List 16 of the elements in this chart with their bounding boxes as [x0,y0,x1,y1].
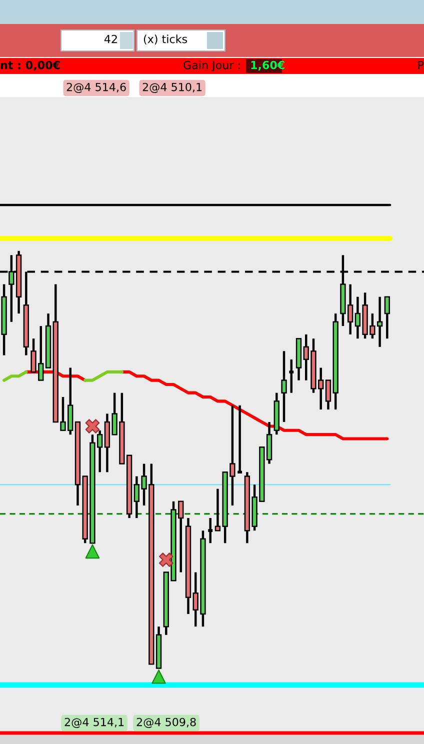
text: Gain Jour : [184,60,240,72]
point [152,670,166,684]
text: 2@4 514,1 [64,718,124,728]
text: 2@4 514,6 [66,82,126,93]
point [85,544,100,559]
text: 2@4 509,8 [136,718,196,728]
text: 42 [104,34,117,44]
text: P [418,60,424,70]
text: nt : 0,00€ [0,60,60,71]
point [85,419,100,434]
candlestick [325,379,332,411]
point [158,552,174,567]
text: (x) ticks [144,34,188,45]
candlestick [384,296,390,340]
text: 2@4 510,1 [142,82,202,93]
candlestick [281,350,287,424]
